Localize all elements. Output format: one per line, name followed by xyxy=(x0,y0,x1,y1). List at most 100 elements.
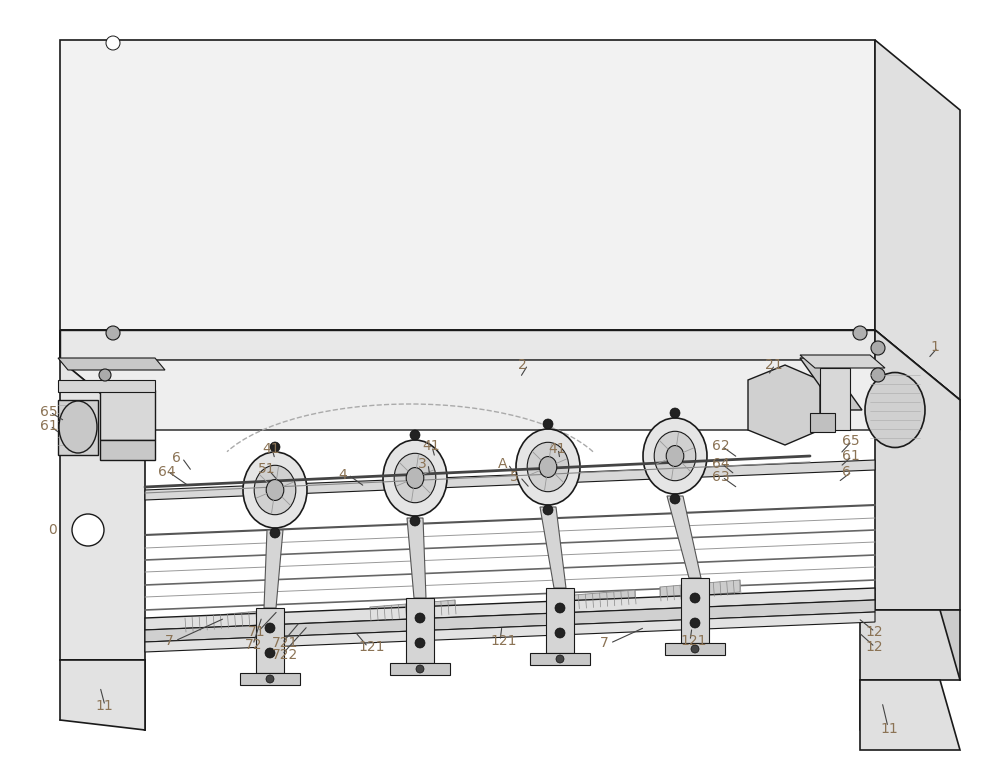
Polygon shape xyxy=(800,358,862,410)
Circle shape xyxy=(871,341,885,355)
Text: 4: 4 xyxy=(338,468,347,481)
Ellipse shape xyxy=(383,440,447,516)
Polygon shape xyxy=(860,610,960,680)
Polygon shape xyxy=(145,460,875,500)
Polygon shape xyxy=(875,330,960,610)
Polygon shape xyxy=(665,643,725,655)
Circle shape xyxy=(265,648,275,658)
Ellipse shape xyxy=(516,429,580,505)
Polygon shape xyxy=(810,413,835,432)
Polygon shape xyxy=(860,680,960,750)
Text: 121: 121 xyxy=(490,634,516,648)
Text: 6: 6 xyxy=(172,451,181,465)
Polygon shape xyxy=(60,360,960,430)
Ellipse shape xyxy=(539,456,557,478)
Text: 6: 6 xyxy=(842,465,851,478)
Text: A: A xyxy=(498,457,508,471)
Circle shape xyxy=(410,516,420,526)
Polygon shape xyxy=(240,673,300,685)
Text: 61: 61 xyxy=(842,449,860,463)
Circle shape xyxy=(543,505,553,515)
Ellipse shape xyxy=(394,453,436,503)
Circle shape xyxy=(416,665,424,673)
Circle shape xyxy=(266,675,274,683)
Polygon shape xyxy=(550,590,635,609)
Polygon shape xyxy=(100,440,155,460)
Text: 41: 41 xyxy=(262,442,280,456)
Polygon shape xyxy=(370,600,455,619)
Text: 12: 12 xyxy=(865,625,883,639)
Text: 62: 62 xyxy=(712,439,730,453)
Circle shape xyxy=(415,638,425,648)
Text: 61: 61 xyxy=(40,419,58,433)
Polygon shape xyxy=(60,330,145,660)
Polygon shape xyxy=(264,530,283,608)
Circle shape xyxy=(99,369,111,381)
Circle shape xyxy=(555,603,565,613)
Ellipse shape xyxy=(643,418,707,494)
Circle shape xyxy=(270,528,280,538)
Text: 5: 5 xyxy=(510,470,519,484)
Circle shape xyxy=(690,618,700,628)
Ellipse shape xyxy=(527,443,569,491)
Polygon shape xyxy=(100,390,155,440)
Circle shape xyxy=(871,368,885,382)
Polygon shape xyxy=(875,40,960,400)
Text: 21: 21 xyxy=(765,358,783,372)
Polygon shape xyxy=(681,578,709,643)
Polygon shape xyxy=(145,612,875,652)
Polygon shape xyxy=(60,330,875,360)
Circle shape xyxy=(543,419,553,429)
Polygon shape xyxy=(667,496,701,578)
Circle shape xyxy=(670,408,680,418)
Text: 72: 72 xyxy=(245,638,262,652)
Circle shape xyxy=(106,326,120,340)
Text: 121: 121 xyxy=(358,640,384,654)
Polygon shape xyxy=(820,368,850,430)
Text: 64: 64 xyxy=(158,465,176,478)
Text: 65: 65 xyxy=(40,405,58,419)
Polygon shape xyxy=(530,653,590,665)
Text: 41: 41 xyxy=(422,439,440,453)
Circle shape xyxy=(410,430,420,440)
Ellipse shape xyxy=(865,372,925,448)
Circle shape xyxy=(853,326,867,340)
Circle shape xyxy=(555,628,565,638)
Polygon shape xyxy=(145,588,875,630)
Circle shape xyxy=(265,623,275,633)
Polygon shape xyxy=(540,507,566,588)
Text: 7: 7 xyxy=(600,636,609,650)
Ellipse shape xyxy=(666,446,684,466)
Polygon shape xyxy=(546,588,574,653)
Polygon shape xyxy=(875,610,960,680)
Circle shape xyxy=(670,494,680,504)
Circle shape xyxy=(72,514,104,546)
Polygon shape xyxy=(60,40,875,330)
Polygon shape xyxy=(748,365,820,445)
Ellipse shape xyxy=(654,431,696,481)
Text: 63: 63 xyxy=(712,470,730,484)
Polygon shape xyxy=(407,518,426,598)
Text: 64: 64 xyxy=(712,457,730,471)
Text: 0: 0 xyxy=(48,523,57,537)
Ellipse shape xyxy=(266,480,284,501)
Circle shape xyxy=(691,645,699,653)
Ellipse shape xyxy=(406,468,424,488)
Ellipse shape xyxy=(59,401,97,453)
Text: 51: 51 xyxy=(258,462,276,476)
Circle shape xyxy=(270,442,280,452)
Text: 71: 71 xyxy=(248,625,266,639)
Ellipse shape xyxy=(254,465,296,515)
Circle shape xyxy=(556,655,564,663)
Polygon shape xyxy=(875,330,960,430)
Polygon shape xyxy=(256,608,284,673)
Circle shape xyxy=(690,593,700,603)
Polygon shape xyxy=(800,355,885,368)
Text: 721: 721 xyxy=(272,636,298,650)
Text: 3: 3 xyxy=(418,457,427,471)
Text: 2: 2 xyxy=(518,358,527,372)
Polygon shape xyxy=(60,660,145,730)
Polygon shape xyxy=(660,580,740,599)
Polygon shape xyxy=(145,600,875,642)
Text: 11: 11 xyxy=(880,722,898,736)
